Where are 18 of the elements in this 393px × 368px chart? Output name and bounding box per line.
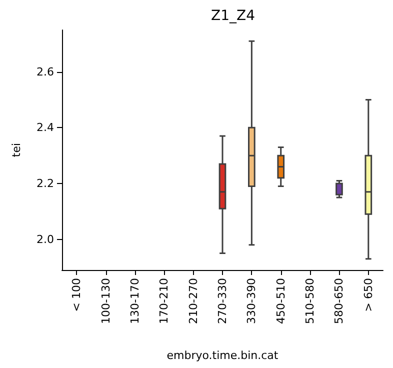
x-tick-label: 450-510: [274, 278, 288, 324]
y-axis-title: tei: [10, 142, 23, 158]
x-tick-label: 580-650: [332, 278, 346, 324]
x-tick-label: 330-390: [245, 278, 258, 324]
x-tick-label: 270-330: [216, 278, 229, 324]
x-axis-title: embryo.time.bin.cat: [166, 349, 279, 362]
x-tick-label: > 650: [362, 278, 375, 312]
x-tick-label: 510-580: [304, 278, 317, 324]
x-tick-label: 100-130: [99, 278, 112, 324]
y-tick-label: 2.4: [36, 121, 54, 134]
x-tick-label: < 100: [70, 278, 84, 312]
y-tick-label: 2.6: [36, 65, 54, 78]
x-tick-label: 210-270: [186, 278, 200, 324]
x-tick-label: 170-210: [158, 278, 171, 324]
y-tick-label: 2.2: [36, 176, 54, 190]
chart-title: Z1_Z4: [211, 8, 256, 24]
y-tick-label: 2.0: [36, 232, 54, 246]
x-tick-label: 130-170: [128, 278, 142, 324]
